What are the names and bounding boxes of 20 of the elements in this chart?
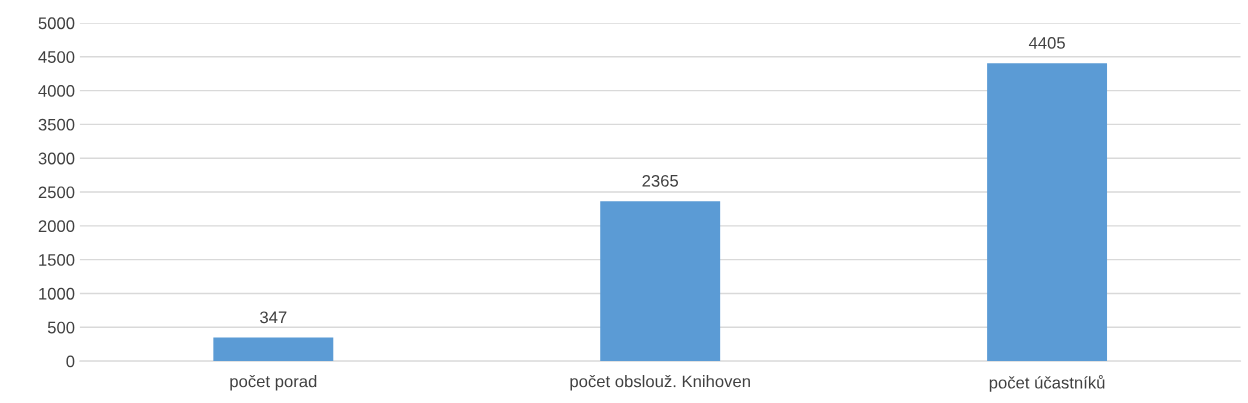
y-tick-label: 2000 [38, 220, 75, 233]
bar [600, 201, 721, 362]
y-tick-label: 2500 [38, 186, 75, 199]
y-tick-label: 1000 [39, 287, 75, 300]
x-tick-label: počet obslouž. Knihoven [570, 374, 750, 391]
data-label: 347 [260, 311, 287, 324]
x-tick-label: počet účastníků [989, 374, 1105, 392]
data-label: 4405 [1028, 37, 1065, 49]
bar [987, 63, 1108, 362]
y-tick-label: 0 [66, 355, 75, 368]
x-tick-label: počet porad [230, 374, 317, 391]
y-tick-label: 1500 [39, 254, 75, 266]
y-tick-label: 4500 [38, 51, 75, 63]
bar [213, 337, 334, 362]
data-label: 2365 [642, 174, 679, 187]
y-tick-label: 5000 [38, 17, 75, 30]
y-tick-label: 4000 [38, 85, 75, 97]
y-tick-label: 3000 [38, 152, 75, 165]
y-tick-label: 3500 [38, 118, 75, 131]
y-tick-label: 500 [47, 321, 75, 334]
